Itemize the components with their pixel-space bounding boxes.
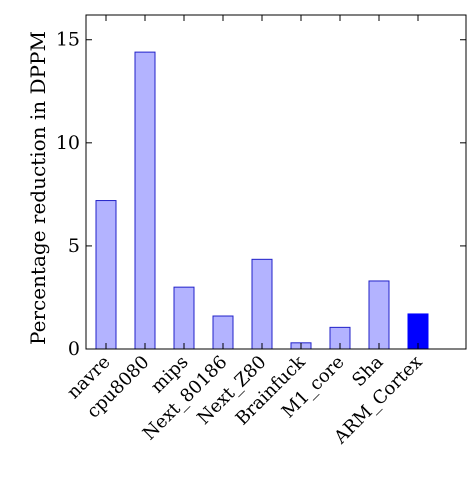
axes-frame (85, 14, 467, 350)
bar-cpu8080 (134, 51, 156, 350)
bars-group (95, 51, 429, 350)
bar-next-z80 (251, 258, 273, 350)
y-tick-label: 5 (68, 235, 80, 257)
bar-navre (95, 200, 117, 350)
bar-sha (368, 280, 390, 350)
y-tick-label: 15 (56, 29, 80, 51)
y-axis-label: Percentage reduction in DPPM (26, 31, 50, 345)
x-axis-category-labels: navrecpu8080mipsNext_80186Next_Z80Brainf… (63, 351, 426, 449)
y-tick-label: 10 (56, 132, 80, 154)
plot-frame (85, 14, 467, 350)
y-tick-label: 0 (68, 338, 80, 360)
bar-mips (173, 286, 195, 350)
y-axis-ticks: 0 5 10 15 (56, 29, 466, 360)
